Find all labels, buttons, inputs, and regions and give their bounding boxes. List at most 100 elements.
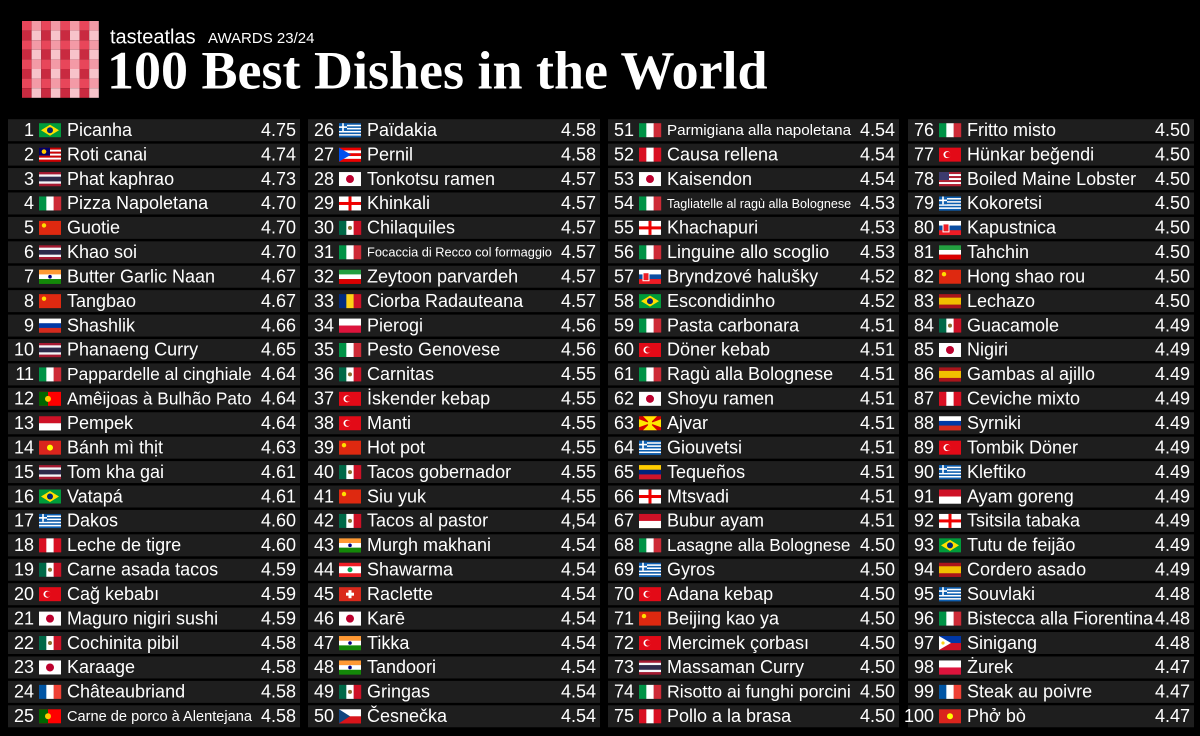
dish-name: Châteaubriand	[67, 682, 185, 702]
row-band	[908, 436, 1194, 459]
entry: 78 Boiled Maine Lobster 4.50	[908, 168, 1194, 191]
flag-part	[939, 466, 961, 469]
rank: 22	[14, 633, 34, 653]
logo-cell	[79, 59, 90, 69]
logo-cell	[89, 40, 99, 50]
flag-part	[339, 716, 361, 724]
score: 4.54	[561, 584, 596, 604]
flag-part	[339, 274, 361, 280]
score: 4.54	[561, 633, 596, 653]
flag-part	[939, 591, 961, 594]
flag-part	[345, 396, 351, 402]
flag-part	[39, 469, 61, 475]
flag-part	[939, 367, 961, 372]
flag-part	[339, 440, 361, 455]
score: 4.57	[561, 266, 596, 286]
row-band	[8, 461, 300, 484]
row-band	[608, 119, 899, 142]
flag-part	[48, 274, 52, 279]
dish-name: Tacos al pastor	[367, 511, 488, 531]
dish-name: Massaman Curry	[667, 657, 804, 677]
dish-name: Phanaeng Curry	[67, 340, 198, 360]
flag-part	[939, 519, 961, 523]
row-band	[308, 290, 600, 313]
entry: 56 Linguine allo scoglio 4.53	[608, 241, 899, 264]
entry: 63 Ajvar 4.51	[608, 412, 899, 435]
flag-part	[939, 573, 961, 577]
score: 4.50	[1155, 218, 1190, 238]
dish-name: Hong shao rou	[967, 266, 1085, 286]
row-band	[908, 265, 1194, 288]
flag-part	[39, 538, 47, 553]
flag-part	[639, 450, 661, 452]
rank: 54	[614, 193, 634, 213]
flag-part	[39, 354, 61, 358]
rank: 65	[614, 462, 634, 482]
score: 4.58	[261, 682, 296, 702]
logo-cell	[41, 59, 51, 69]
rank: 70	[614, 584, 634, 604]
entry: 33 Ciorba Radauteana 4.57	[308, 290, 600, 313]
entry: 36 Carnitas 4.55	[308, 363, 600, 386]
row-band	[908, 290, 1194, 313]
flag-part	[939, 636, 951, 651]
score: 4,54	[561, 511, 596, 531]
row-band	[908, 632, 1194, 655]
dish-name: Risotto ai funghi porcini	[667, 682, 851, 702]
flag-part	[348, 665, 352, 670]
rank: 18	[14, 535, 34, 555]
entry: 76 Fritto misto 4.50	[908, 119, 1194, 142]
dish-name: Leche de tigre	[67, 535, 181, 555]
row-band	[908, 412, 1194, 435]
rank: 15	[14, 462, 34, 482]
flag-part	[939, 468, 961, 470]
row-band	[8, 583, 300, 606]
logo-cell	[22, 40, 32, 50]
flag-part	[339, 684, 347, 699]
dish-name: Tangbao	[67, 291, 136, 311]
flag-part	[39, 155, 61, 158]
flag-part	[339, 269, 361, 275]
dish-name: Kapustnica	[967, 218, 1057, 238]
flag-part	[39, 423, 61, 431]
row-band	[8, 265, 300, 288]
flag-part	[39, 352, 61, 355]
row-band	[908, 583, 1194, 606]
logo-cell	[22, 49, 32, 60]
dish-name: Hot pot	[367, 437, 425, 457]
flag-part	[353, 342, 362, 357]
flag-part	[345, 420, 351, 427]
row-band	[8, 290, 300, 313]
rank: 95	[914, 584, 934, 604]
entry: 46 Karē 4.54	[308, 607, 600, 630]
score: 4.56	[561, 315, 596, 335]
flag-part	[339, 325, 361, 333]
flag-part	[339, 645, 361, 651]
score: 4.49	[1155, 315, 1190, 335]
dish-name: Karē	[367, 608, 405, 628]
flag-part	[639, 572, 661, 574]
flag-part	[639, 568, 661, 571]
dish-name: Sinigang	[967, 633, 1037, 653]
flag-part	[639, 538, 647, 553]
score: 4.50	[1155, 266, 1190, 286]
flag-part	[639, 662, 661, 666]
dish-name: Tequeños	[667, 462, 745, 482]
rank: 90	[914, 462, 934, 482]
dish-name: Linguine allo scoglio	[667, 242, 829, 262]
entry: 29 Khinkali 4.57	[308, 192, 600, 215]
row-band	[608, 412, 899, 435]
entry: 23 Karaage 4.58	[8, 656, 300, 679]
entry: 98 Żurek 4.47	[908, 656, 1194, 679]
rank: 81	[914, 242, 934, 262]
flag-part	[353, 513, 362, 528]
dish-name: Gringas	[367, 682, 430, 702]
row-band	[608, 143, 899, 166]
logo-cell	[70, 59, 80, 69]
flag-part	[45, 395, 51, 402]
flag-part	[339, 294, 347, 309]
logo-cell	[70, 40, 80, 50]
entry: 65 Tequeños 4.51	[608, 461, 899, 484]
flag-part	[953, 611, 962, 626]
dish-name: Adana kebap	[667, 584, 773, 604]
